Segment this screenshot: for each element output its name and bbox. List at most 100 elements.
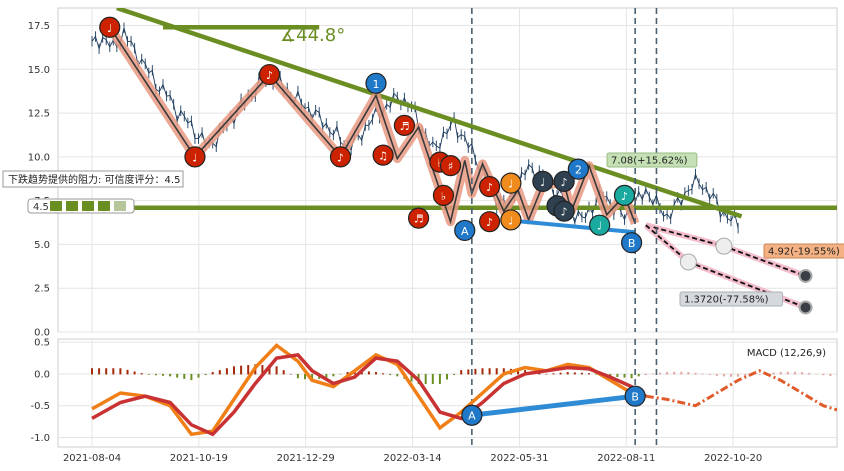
marker-circle (589, 214, 611, 236)
marker-glyph: ♬ (414, 213, 424, 226)
y-tick-label: 0.5 (34, 338, 50, 349)
pattern-marker: ♩ (500, 172, 522, 194)
marker-glyph: ♪ (561, 176, 568, 189)
y-tick-label: -0.5 (30, 401, 50, 412)
marker-circle (365, 72, 387, 94)
macd-histogram-bar (98, 368, 101, 375)
pattern-marker: ♪ (613, 184, 636, 206)
macd-histogram-bar (233, 366, 235, 375)
y-tick-label: 0.0 (34, 328, 50, 339)
macd-histogram-bar (339, 373, 342, 375)
macd-histogram-bar (616, 373, 619, 377)
macd-histogram-bar (722, 373, 725, 377)
macd-histogram-bar (183, 373, 186, 379)
marker-glyph: ♪ (337, 151, 344, 164)
marker-circle (461, 404, 483, 426)
rating-icon (114, 201, 126, 211)
marker-glyph: ♩ (508, 178, 513, 191)
rating-icon (50, 201, 62, 211)
macd-histogram-bar (197, 373, 200, 378)
projection-node (679, 253, 697, 271)
marker-circle (329, 146, 352, 168)
marker-glyph: A (461, 225, 469, 238)
macd-histogram-bar (282, 370, 285, 375)
macd-histogram-bar (424, 373, 427, 384)
marker-glyph: ♪ (266, 69, 273, 82)
pattern-marker: A (461, 404, 483, 426)
price-plot: ♩♩♪♪1♫♬♭♯♬♭♪♩♪♩♩♪♩♪2♩♪AB (74, 8, 837, 332)
projection-label-box (606, 152, 698, 168)
macd-histogram-bar (162, 373, 164, 376)
marker-circle (567, 158, 589, 180)
annotations: ∡44.8° 7.08(+15.62%) 4.92(-19.55%) 1.3720(-… (2, 25, 844, 359)
pattern-marker: ♪ (479, 211, 501, 233)
marker-circle (432, 184, 455, 206)
y-tick-label: 2.5 (34, 284, 50, 295)
macd-histogram-bar (836, 373, 837, 377)
pattern-marker: ♩ (532, 170, 554, 192)
macd-title: MACD (12,26,9) (747, 348, 826, 359)
pattern-marker: ♯ (439, 155, 462, 177)
macd-histogram-bar (644, 373, 647, 375)
marker-circle (613, 184, 636, 206)
projection-label: 4.92(-19.55%) (768, 247, 840, 258)
marker-circle (500, 209, 522, 231)
macd-histogram-bar (630, 373, 633, 379)
macd-histogram-bar (715, 373, 718, 376)
marker-circle (479, 176, 501, 198)
macd-histogram-bar (133, 371, 136, 375)
macd-histogram-bar (815, 373, 818, 375)
macd-histogram-bar (382, 373, 385, 375)
macd-y-axis: 0.5 0.0 -0.5 -1.0 (30, 338, 50, 444)
macd-histogram-bar (801, 372, 803, 375)
rating-icon (82, 201, 94, 211)
macd-histogram-bar (119, 368, 122, 375)
macd-histogram-bar (438, 373, 441, 384)
macd-histogram-bar (296, 373, 299, 379)
rating-icon (98, 201, 110, 211)
x-tick-label: 2021-10-19 (170, 453, 228, 464)
macd-histogram-bar (573, 372, 576, 375)
projection-label-box (679, 291, 783, 307)
pattern-marker: ♫ (372, 144, 394, 166)
macd-histogram-bar (190, 373, 193, 381)
macd-histogram-bar (786, 371, 789, 375)
macd-histogram-bar (588, 373, 590, 375)
macd-histogram-bar (332, 373, 335, 377)
pattern-marker: ♭ (432, 184, 455, 206)
pattern-marker: ♪ (329, 146, 352, 168)
y-tick-label: 10.0 (28, 152, 50, 163)
trend-angle-label: ∡44.8° (280, 25, 345, 46)
projection-label: 1.3720(-77.58%) (684, 295, 769, 306)
macd-histogram-bar (637, 373, 640, 377)
macd-histogram-bar (204, 373, 207, 376)
macd-histogram-bar (105, 368, 108, 375)
macd-histogram-bar (126, 369, 129, 375)
macd-histogram-bar (446, 373, 448, 380)
marker-circle (184, 146, 206, 168)
macd-histogram-bar (431, 373, 434, 384)
macd-histogram-bar (687, 372, 690, 375)
macd-histogram-bar (211, 372, 214, 375)
marker-glyph: ♩ (192, 151, 197, 164)
macd-histogram-bar (517, 369, 519, 375)
marker-circle (372, 144, 394, 166)
macd-histogram-bar (502, 368, 505, 375)
marker-glyph: 1 (373, 78, 380, 91)
macd-projection (645, 369, 837, 412)
macd-histogram-bar (460, 370, 463, 375)
pattern-marker: ♩ (99, 16, 121, 38)
x-tick-label: 2022-10-20 (704, 453, 762, 464)
macd-histogram-bar (389, 373, 392, 376)
macd-histogram-bar (580, 372, 583, 375)
macd-histogram-bar (822, 373, 825, 376)
marker-circle (500, 172, 522, 194)
macd-histogram-bar (730, 373, 732, 377)
macd-histogram-bar (240, 365, 243, 375)
macd-histogram-bar (325, 373, 328, 378)
x-tick-label: 2021-12-29 (277, 453, 335, 464)
macd-histogram-bar (169, 373, 172, 377)
marker-glyph: ♯ (448, 160, 453, 173)
marker-glyph: ♪ (486, 181, 493, 194)
x-tick-label: 2022-03-14 (384, 453, 442, 464)
